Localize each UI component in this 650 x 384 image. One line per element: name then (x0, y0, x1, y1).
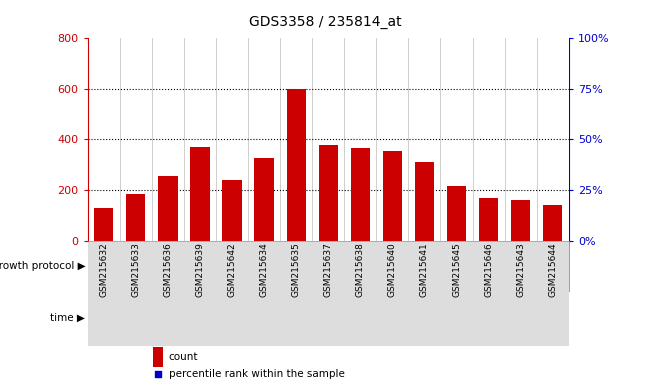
Bar (479, 197, 498, 240)
Point (484, 120, 494, 126)
Bar (376, 292, 441, 343)
Text: time ▶: time ▶ (51, 313, 85, 323)
Point (515, 120, 526, 126)
Bar (441, 292, 504, 343)
Text: androgen-deprived: androgen-deprived (352, 260, 465, 273)
Bar (88, 240, 248, 292)
Bar (504, 292, 569, 343)
Text: count: count (168, 353, 198, 362)
Bar (159, 176, 177, 240)
Bar (447, 186, 466, 240)
Bar (248, 292, 312, 343)
Point (195, 88, 205, 94)
Bar (543, 205, 562, 240)
Bar (318, 144, 338, 240)
Bar (88, 292, 120, 343)
Bar (152, 292, 184, 343)
Point (259, 96, 269, 102)
Bar (190, 147, 209, 240)
Text: percentile rank within the sample: percentile rank within the sample (168, 369, 344, 379)
Text: 12
months: 12 months (216, 308, 248, 328)
Bar (184, 292, 216, 343)
Point (387, 96, 398, 102)
Text: control: control (148, 260, 188, 273)
Bar (153, 347, 163, 367)
Text: 1 month: 1 month (321, 313, 368, 323)
Point (162, 102, 173, 108)
Bar (415, 162, 434, 240)
Point (227, 102, 237, 108)
Point (419, 98, 430, 104)
Point (323, 92, 333, 98)
Text: 5
months: 5 months (184, 308, 216, 328)
Bar (216, 292, 248, 343)
Bar (255, 159, 274, 240)
Text: growth protocol ▶: growth protocol ▶ (0, 261, 85, 271)
Bar (511, 200, 530, 240)
Bar (248, 240, 569, 292)
Bar (88, 240, 569, 346)
Bar (222, 180, 242, 240)
Bar (383, 151, 402, 240)
Point (355, 96, 365, 102)
Point (547, 126, 558, 132)
Text: GDS3358 / 235814_at: GDS3358 / 235814_at (249, 15, 401, 29)
Point (131, 112, 141, 118)
Bar (120, 292, 152, 343)
Point (291, 72, 302, 78)
Bar (351, 148, 370, 240)
Bar (94, 208, 113, 240)
Text: 0
weeks: 0 weeks (90, 308, 117, 328)
Text: 3
weeks: 3 weeks (123, 308, 149, 328)
Bar (312, 292, 376, 343)
Text: 3 weeks: 3 weeks (257, 313, 303, 323)
Text: 11 months: 11 months (443, 313, 502, 323)
Point (451, 110, 462, 116)
Text: 5 months: 5 months (382, 313, 435, 323)
Text: 12 months: 12 months (507, 313, 567, 323)
Bar (126, 194, 146, 240)
Bar (287, 89, 305, 240)
Point (99, 122, 109, 128)
Text: 1
month: 1 month (154, 308, 181, 328)
